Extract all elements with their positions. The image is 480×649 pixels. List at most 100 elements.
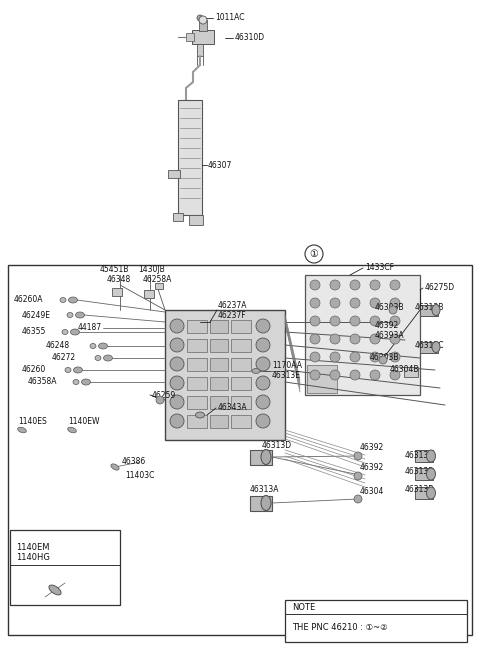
Ellipse shape — [73, 367, 83, 373]
Circle shape — [354, 495, 362, 503]
Bar — [144, 290, 154, 298]
Bar — [415, 468, 433, 480]
Circle shape — [354, 452, 362, 460]
Text: 46355: 46355 — [22, 328, 47, 336]
Circle shape — [156, 396, 164, 404]
Ellipse shape — [432, 304, 440, 315]
Circle shape — [256, 376, 270, 390]
Bar — [10, 530, 120, 605]
Circle shape — [379, 356, 387, 364]
Circle shape — [390, 280, 400, 290]
Bar — [173, 213, 183, 221]
Circle shape — [310, 316, 320, 326]
Ellipse shape — [432, 341, 440, 352]
Circle shape — [330, 280, 340, 290]
Circle shape — [330, 298, 340, 308]
Text: NOTE: NOTE — [292, 604, 315, 613]
Bar — [197, 44, 203, 56]
Ellipse shape — [252, 369, 260, 374]
Ellipse shape — [62, 330, 68, 334]
Bar — [187, 358, 207, 371]
Text: 46237F: 46237F — [218, 312, 247, 321]
Ellipse shape — [427, 450, 435, 462]
Circle shape — [330, 334, 340, 344]
Text: 46303B: 46303B — [375, 304, 405, 313]
Text: 46313A: 46313A — [250, 485, 279, 495]
Ellipse shape — [75, 312, 84, 318]
Text: 46392: 46392 — [375, 321, 399, 330]
Circle shape — [390, 316, 400, 326]
Circle shape — [170, 357, 184, 371]
Circle shape — [170, 338, 184, 352]
Text: 46343A: 46343A — [218, 404, 248, 413]
Ellipse shape — [261, 450, 271, 465]
Text: 46259: 46259 — [152, 391, 176, 400]
Bar — [231, 339, 251, 352]
Ellipse shape — [111, 464, 119, 470]
Text: 1170AA: 1170AA — [272, 361, 302, 371]
Ellipse shape — [49, 585, 61, 595]
Bar — [187, 339, 207, 352]
Text: 46313B: 46313B — [405, 485, 434, 495]
Bar — [189, 215, 203, 225]
Text: 46275D: 46275D — [425, 284, 455, 293]
Circle shape — [256, 414, 270, 428]
Circle shape — [170, 376, 184, 390]
Text: 46313E: 46313E — [272, 371, 301, 380]
Text: 1140EM: 1140EM — [16, 543, 49, 552]
Circle shape — [310, 298, 320, 308]
Ellipse shape — [60, 297, 66, 302]
Ellipse shape — [261, 495, 271, 511]
Circle shape — [370, 280, 380, 290]
Text: 46304: 46304 — [360, 487, 384, 496]
Bar — [155, 283, 163, 289]
Circle shape — [350, 370, 360, 380]
Bar — [187, 396, 207, 409]
Bar — [199, 20, 207, 31]
Bar — [420, 305, 438, 316]
Bar — [231, 377, 251, 390]
Text: 1011AC: 1011AC — [215, 14, 244, 23]
Text: 1433CF: 1433CF — [365, 263, 394, 273]
Text: 46313B: 46313B — [405, 467, 434, 476]
Circle shape — [390, 370, 400, 380]
Circle shape — [390, 352, 400, 362]
Bar — [187, 320, 207, 333]
Bar — [305, 275, 420, 395]
Text: 1430JB: 1430JB — [138, 265, 165, 275]
Circle shape — [370, 298, 380, 308]
Text: 46313C: 46313C — [415, 341, 444, 350]
Ellipse shape — [71, 329, 80, 335]
Circle shape — [390, 334, 400, 344]
Circle shape — [310, 280, 320, 290]
Text: 46260: 46260 — [22, 365, 46, 374]
Circle shape — [256, 357, 270, 371]
Bar — [187, 415, 207, 428]
Ellipse shape — [69, 297, 77, 303]
Bar — [415, 487, 433, 499]
Bar — [231, 320, 251, 333]
Text: 46310D: 46310D — [235, 34, 265, 42]
Circle shape — [354, 472, 362, 480]
Ellipse shape — [104, 355, 112, 361]
Bar — [178, 100, 202, 215]
Bar — [168, 170, 180, 178]
Text: 46248: 46248 — [46, 341, 70, 350]
Text: 46392: 46392 — [360, 443, 384, 452]
Ellipse shape — [18, 427, 26, 433]
Text: ①: ① — [310, 249, 318, 259]
Text: 45451B: 45451B — [100, 265, 130, 275]
Circle shape — [350, 352, 360, 362]
Circle shape — [330, 316, 340, 326]
Circle shape — [310, 370, 320, 380]
Text: 46304B: 46304B — [390, 365, 420, 374]
Bar — [415, 450, 433, 462]
Text: 44187: 44187 — [78, 323, 102, 332]
Bar — [210, 415, 228, 428]
Text: THE PNC 46210 : ①~②: THE PNC 46210 : ①~② — [292, 624, 388, 633]
Bar — [285, 600, 467, 642]
Ellipse shape — [90, 343, 96, 349]
Circle shape — [256, 395, 270, 409]
Bar — [210, 320, 228, 333]
Bar — [420, 342, 438, 353]
